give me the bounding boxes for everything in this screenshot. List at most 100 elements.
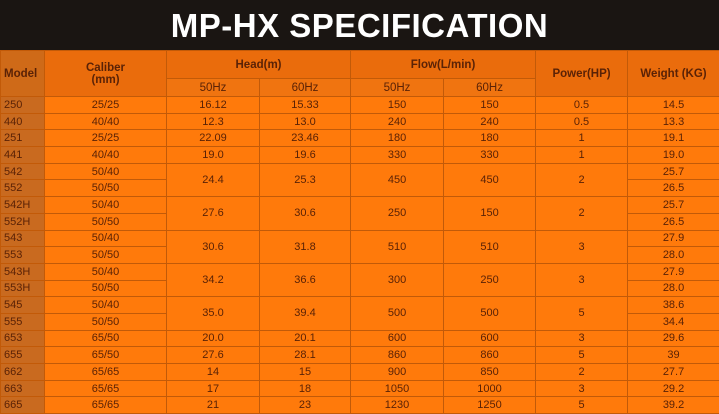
- head-60hz-cell: 36.6: [260, 263, 351, 296]
- caliber-cell: 50/40: [45, 297, 167, 314]
- power-cell: 1: [536, 147, 628, 164]
- weight-cell: 39: [628, 347, 719, 364]
- page-title: MP-HX SPECIFICATION: [0, 0, 719, 50]
- power-cell: 1: [536, 130, 628, 147]
- flow-60hz-cell: 600: [444, 330, 536, 347]
- spec-table: Model Caliber(mm) Head(m) Flow(L/min) Po…: [0, 50, 719, 414]
- weight-cell: 25.7: [628, 197, 719, 214]
- head-60hz-cell: 23.46: [260, 130, 351, 147]
- power-cell: 5: [536, 347, 628, 364]
- weight-cell: 25.7: [628, 163, 719, 180]
- head-50hz-cell: 34.2: [167, 263, 260, 296]
- flow-60hz-cell: 510: [444, 230, 536, 263]
- caliber-cell: 40/40: [45, 147, 167, 164]
- power-cell: 0.5: [536, 97, 628, 114]
- flow-60hz-cell: 860: [444, 347, 536, 364]
- flow-60hz-cell: 500: [444, 297, 536, 330]
- flow-50hz-cell: 450: [351, 163, 444, 196]
- flow-60hz-cell: 150: [444, 97, 536, 114]
- caliber-cell: 65/65: [45, 397, 167, 414]
- weight-cell: 29.6: [628, 330, 719, 347]
- model-cell: 552H: [1, 213, 45, 230]
- flow-50hz-cell: 150: [351, 97, 444, 114]
- header-head: Head(m): [167, 51, 351, 79]
- head-60hz-cell: 28.1: [260, 347, 351, 364]
- caliber-cell: 65/50: [45, 330, 167, 347]
- flow-50hz-cell: 250: [351, 197, 444, 230]
- header-caliber: Caliber(mm): [45, 51, 167, 97]
- head-50hz-cell: 20.0: [167, 330, 260, 347]
- power-cell: 0.5: [536, 113, 628, 130]
- weight-cell: 28.0: [628, 280, 719, 297]
- weight-cell: 19.1: [628, 130, 719, 147]
- caliber-cell: 50/40: [45, 230, 167, 247]
- flow-50hz-cell: 1230: [351, 397, 444, 414]
- model-cell: 543: [1, 230, 45, 247]
- head-60hz-cell: 15: [260, 364, 351, 381]
- weight-cell: 27.7: [628, 364, 719, 381]
- head-50hz-cell: 12.3: [167, 113, 260, 130]
- head-60hz-cell: 30.6: [260, 197, 351, 230]
- flow-60hz-cell: 150: [444, 197, 536, 230]
- weight-cell: 39.2: [628, 397, 719, 414]
- model-cell: 663: [1, 380, 45, 397]
- weight-cell: 38.6: [628, 297, 719, 314]
- head-50hz-cell: 14: [167, 364, 260, 381]
- head-50hz-cell: 24.4: [167, 163, 260, 196]
- head-60hz-cell: 31.8: [260, 230, 351, 263]
- header-head-50hz: 50Hz: [167, 79, 260, 97]
- weight-cell: 26.5: [628, 213, 719, 230]
- head-60hz-cell: 15.33: [260, 97, 351, 114]
- model-cell: 653: [1, 330, 45, 347]
- weight-cell: 34.4: [628, 313, 719, 330]
- caliber-cell: 50/50: [45, 180, 167, 197]
- header-row: Model Caliber(mm) Head(m) Flow(L/min) Po…: [1, 51, 719, 79]
- power-cell: 3: [536, 263, 628, 296]
- head-60hz-cell: 20.1: [260, 330, 351, 347]
- flow-50hz-cell: 860: [351, 347, 444, 364]
- head-60hz-cell: 19.6: [260, 147, 351, 164]
- caliber-cell: 40/40: [45, 113, 167, 130]
- header-model: Model: [1, 51, 45, 97]
- model-cell: 552: [1, 180, 45, 197]
- power-cell: 2: [536, 197, 628, 230]
- flow-60hz-cell: 450: [444, 163, 536, 196]
- header-power: Power(HP): [536, 51, 628, 97]
- header-weight: Weight (KG): [628, 51, 719, 97]
- caliber-cell: 50/50: [45, 213, 167, 230]
- head-60hz-cell: 23: [260, 397, 351, 414]
- weight-cell: 28.0: [628, 247, 719, 264]
- flow-60hz-cell: 250: [444, 263, 536, 296]
- model-cell: 655: [1, 347, 45, 364]
- power-cell: 3: [536, 230, 628, 263]
- flow-60hz-cell: 850: [444, 364, 536, 381]
- header-flow-60hz: 60Hz: [444, 79, 536, 97]
- model-cell: 555: [1, 313, 45, 330]
- head-60hz-cell: 25.3: [260, 163, 351, 196]
- header-flow: Flow(L/min): [351, 51, 536, 79]
- power-cell: 3: [536, 330, 628, 347]
- flow-50hz-cell: 1050: [351, 380, 444, 397]
- flow-50hz-cell: 300: [351, 263, 444, 296]
- model-cell: 665: [1, 397, 45, 414]
- caliber-cell: 50/50: [45, 280, 167, 297]
- flow-60hz-cell: 240: [444, 113, 536, 130]
- flow-50hz-cell: 180: [351, 130, 444, 147]
- weight-cell: 13.3: [628, 113, 719, 130]
- head-60hz-cell: 39.4: [260, 297, 351, 330]
- caliber-label: Caliber: [86, 62, 125, 74]
- weight-cell: 29.2: [628, 380, 719, 397]
- weight-cell: 27.9: [628, 263, 719, 280]
- model-cell: 441: [1, 147, 45, 164]
- head-50hz-cell: 35.0: [167, 297, 260, 330]
- weight-cell: 26.5: [628, 180, 719, 197]
